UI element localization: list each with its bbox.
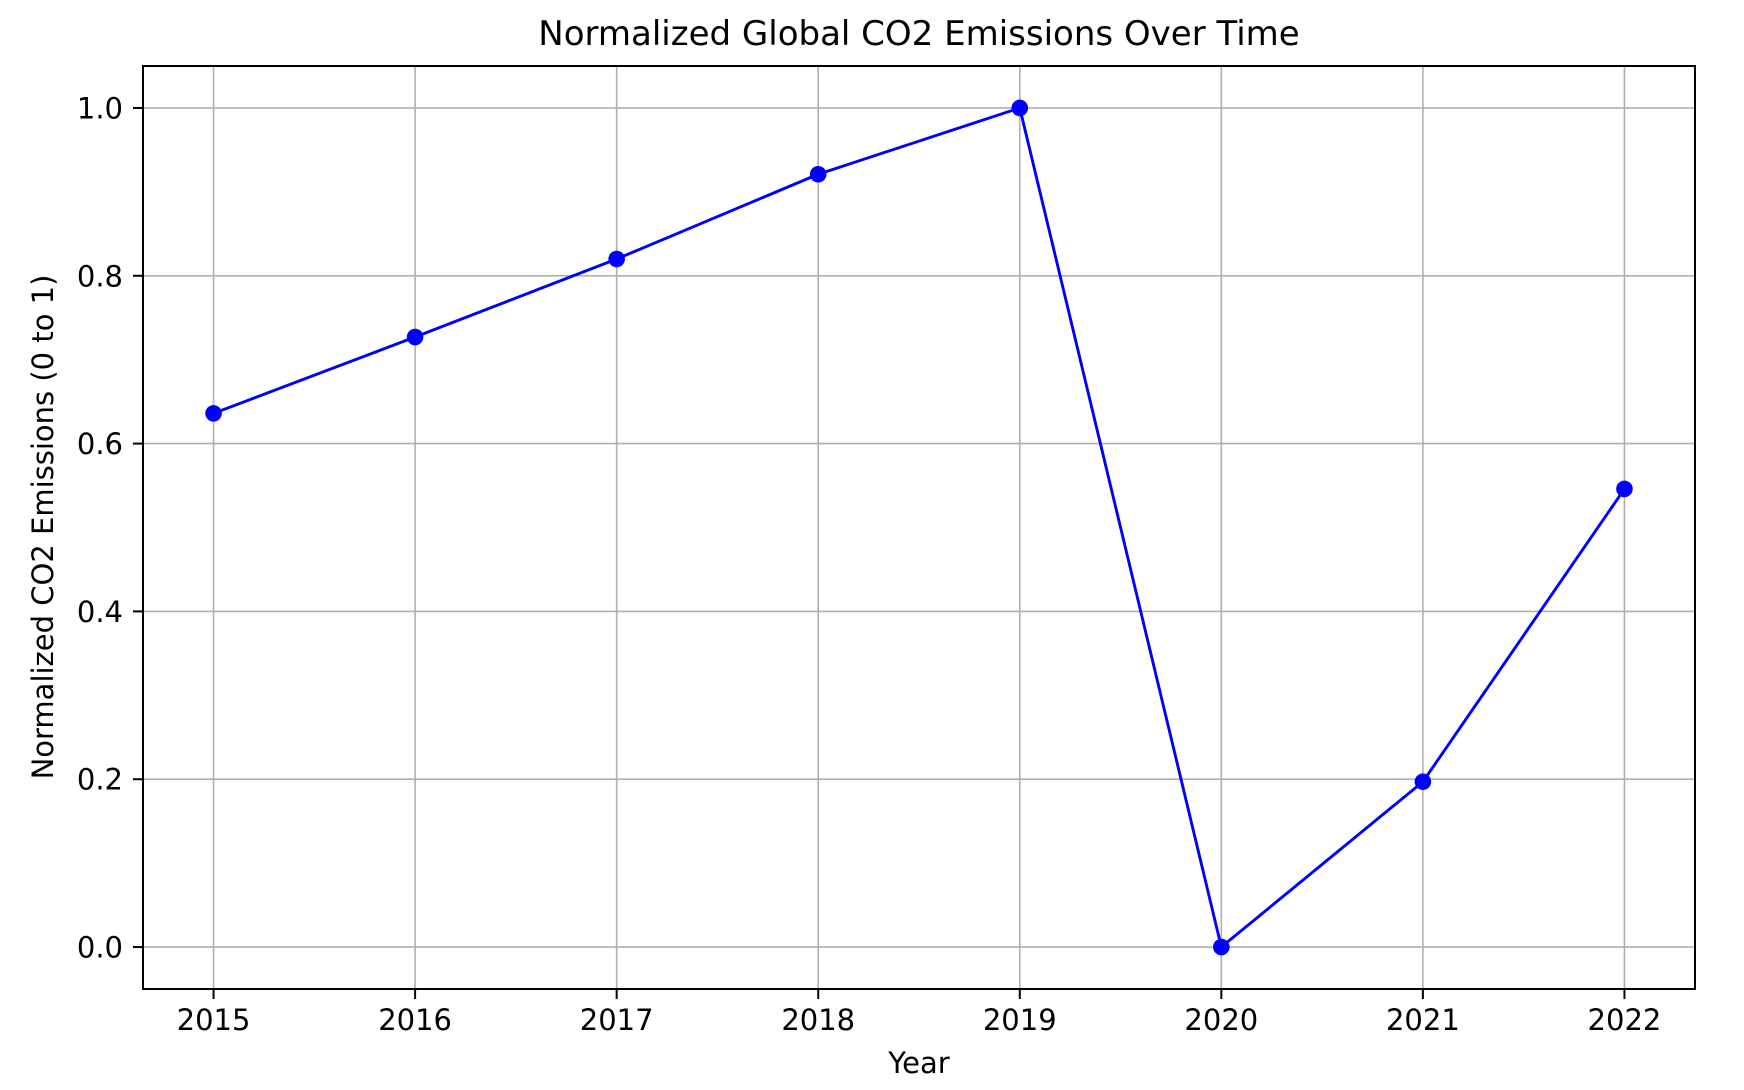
y-axis-label: Normalized CO2 Emissions (0 to 1): [26, 275, 60, 780]
x-tick-label-2019: 2019: [983, 1003, 1057, 1037]
data-point-2017: [608, 250, 625, 268]
x-tick-label-2016: 2016: [378, 1003, 452, 1037]
series-line: [212, 106, 1626, 949]
y-tick-label-0.8: 0.8: [77, 259, 123, 293]
x-tick-label-2020: 2020: [1184, 1003, 1258, 1037]
data-point-2018: [809, 165, 827, 183]
data-point-2016: [406, 328, 424, 346]
x-tick-label-2017: 2017: [580, 1003, 654, 1037]
axes-spines: [142, 65, 1696, 990]
plot-border: [142, 65, 1696, 990]
tick-labels: 2015 2016 2017 2018 2019 2020 2021 2022 0.0 0.2 0.…: [77, 91, 1661, 1037]
data-point-2022: [1616, 480, 1633, 498]
data-point-2019: [1011, 99, 1029, 117]
x-tick-label-2018: 2018: [781, 1003, 855, 1037]
data-point-2021: [1414, 773, 1432, 791]
y-tick-label-1.0: 1.0: [77, 91, 123, 125]
y-tick-label-0.0: 0.0: [77, 931, 123, 965]
y-tick-label-0.2: 0.2: [77, 763, 123, 797]
x-tick-label-2015: 2015: [177, 1003, 251, 1037]
grid-layer: [143, 66, 1695, 989]
data-point-2015: [205, 405, 222, 422]
x-axis-label: Year: [887, 1046, 949, 1080]
data-point-2020: [1213, 938, 1230, 956]
y-tick-label-0.6: 0.6: [77, 427, 123, 461]
x-tick-label-2022: 2022: [1588, 1003, 1662, 1037]
y-tick-label-0.4: 0.4: [77, 595, 123, 629]
data-series-layer: [205, 99, 1633, 956]
x-tick-label-2021: 2021: [1386, 1003, 1460, 1037]
tick-marks: [133, 106, 1626, 999]
chart-title: Normalized Global CO2 Emissions Over Tim…: [538, 14, 1299, 54]
